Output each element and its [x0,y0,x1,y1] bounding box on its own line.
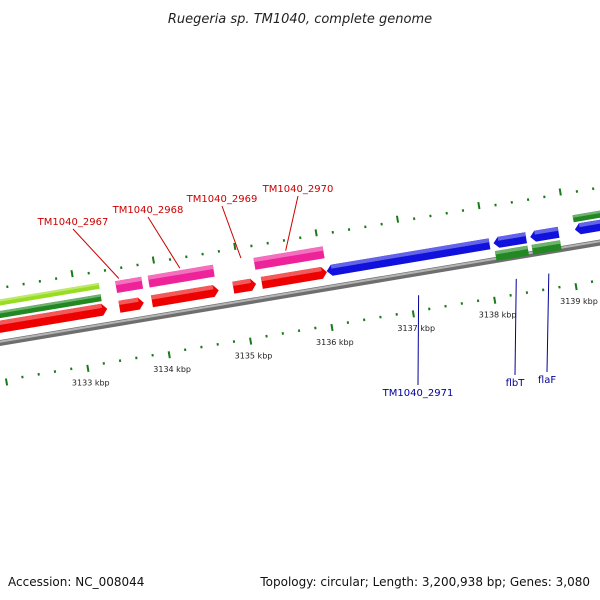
scale-tick-label: 3137 kbp [397,324,435,333]
scale-tick-mark [574,283,578,291]
backbone-line [0,239,600,347]
scale-tick-mark [493,296,497,304]
gene-label-flaf[interactable]: flaF [538,375,556,386]
feature-highlight [572,210,600,218]
feature-highlight [253,246,324,263]
feature-highlight [0,303,102,325]
feature-highlight [118,297,139,305]
feature-highlight [232,278,251,286]
gene-label-leader [285,195,299,251]
scale-tick-label: 3138 kbp [479,311,517,320]
gene-label-leader [417,295,420,386]
accession-text: Accession: NC_008044 [8,575,144,589]
gene-label-leader [514,278,517,376]
feature-tracks [0,210,600,333]
scale-tick-label: 3139 kbp [560,297,598,306]
scale-tick-mark [233,242,237,251]
scale-tick-mark [249,337,253,345]
scale-tick-label: 3133 kbp [72,379,110,388]
scale-tick-mark [477,201,481,210]
scale-tick-mark [330,323,334,332]
scale-tick-label: 3136 kbp [316,338,354,347]
map-title: Ruegeria sp. TM1040, complete genome [168,12,432,27]
feature-highlight [494,245,528,255]
backbone-highlight [0,240,600,343]
gene-label-leader [72,228,120,279]
gene-label-tm1040-2969[interactable]: TM1040_2969 [186,194,258,205]
scale-tick-label: 3134 kbp [153,365,191,374]
gene-label-tm1040-2970[interactable]: TM1040_2970 [262,184,334,195]
scale-tick-mark [558,188,562,196]
scale-tick-mark [4,378,9,386]
scale-tick-mark [151,256,155,264]
feature-highlight [534,226,559,235]
scale-tick-mark [167,351,171,359]
gene-label-leader [546,273,550,373]
gene-label-tm1040-2968[interactable]: TM1040_2968 [112,205,184,216]
feature-highlight [531,240,561,249]
genome-summary-text: Topology: circular; Length: 3,200,938 bp… [259,575,590,589]
feature-highlight [260,267,322,282]
feature-highlight [151,285,214,300]
scale-tick-mark [314,229,318,237]
feature-highlight [578,219,600,228]
feature-highlight [147,264,214,280]
feature-highlight [115,276,142,286]
gene-label-leader [221,205,242,259]
genome-backbone [0,239,600,347]
feature-highlight [330,238,490,269]
feature-highlight [0,282,99,302]
scale-tick-mark [86,364,90,372]
feature-highlight [497,232,526,241]
gene-label-tm1040-2967[interactable]: TM1040_2967 [37,217,109,228]
feature-highlight [0,294,101,314]
scale-tick-label: 3135 kbp [235,351,273,360]
gene-label-tm1040-2971[interactable]: TM1040_2971 [382,388,454,399]
gene-label-leader [147,216,181,269]
scale-tick-mark [70,270,74,278]
gene-label-flbt[interactable]: flbT [506,378,526,389]
scale-tick-mark [411,310,415,318]
scale-tick-mark [395,215,400,223]
scale-ticks: 3133 kbp 3134 kbp 3135 kbp 3136 kbp 3137 kbp… [4,187,598,388]
